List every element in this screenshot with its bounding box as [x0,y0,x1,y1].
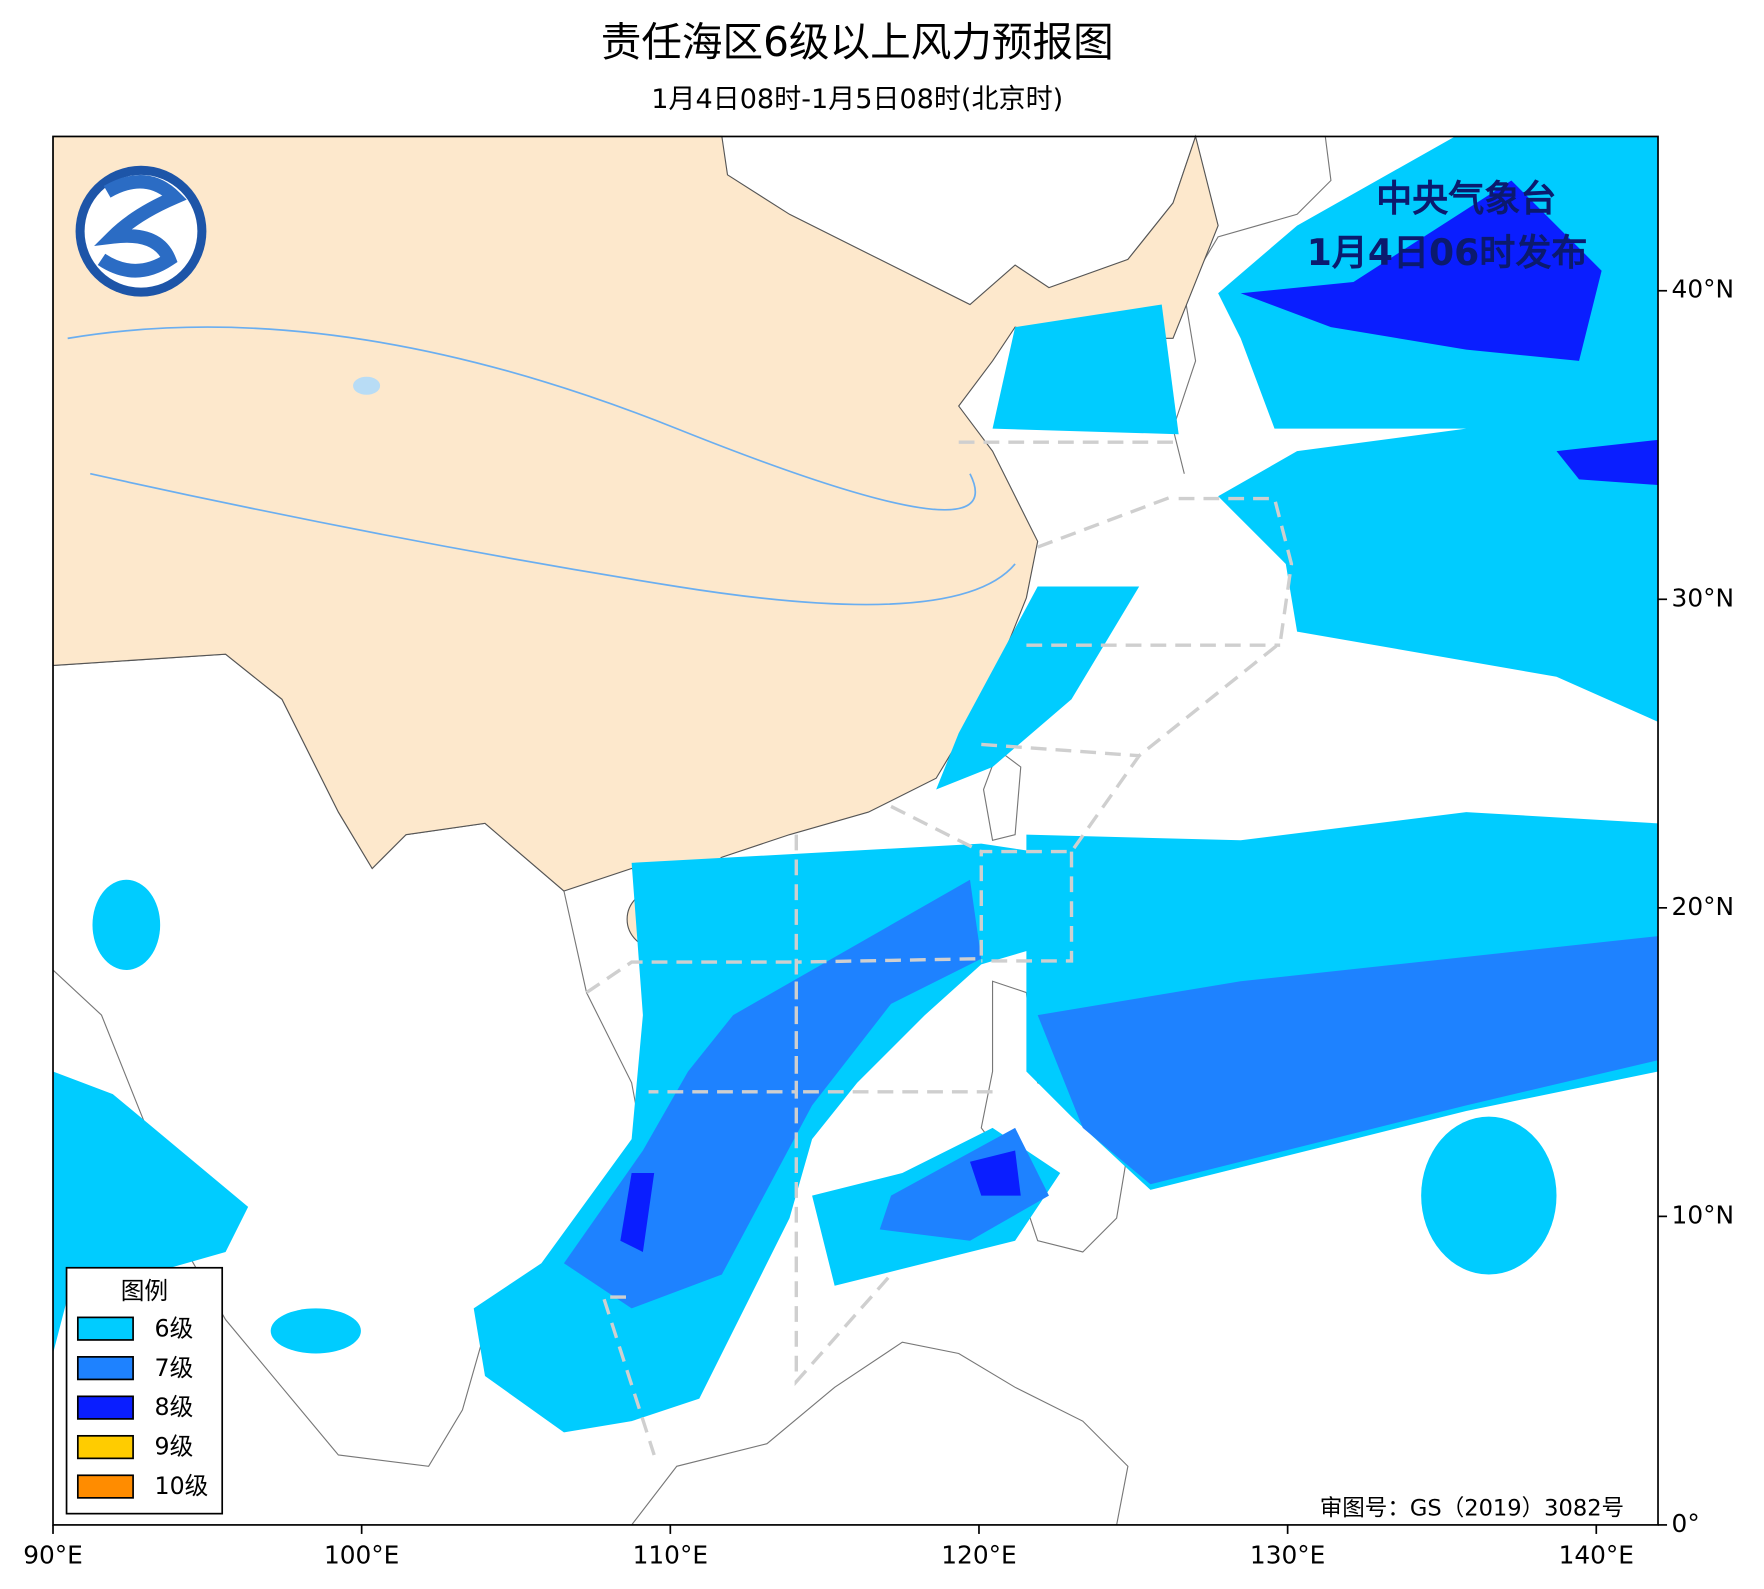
wind-area [1556,439,1659,485]
lake [353,376,381,395]
wind-area [1421,1116,1557,1275]
y-tick-label: 30°N [1672,583,1735,612]
y-tick-label: 10°N [1672,1200,1735,1229]
x-tick-label: 90°E [23,1541,83,1570]
wind-area [270,1308,361,1354]
wind-area [92,879,161,970]
legend-swatch [76,1395,134,1420]
legend-swatch [76,1474,134,1499]
y-tick-label: 20°N [1672,892,1735,921]
subtitle: 1月4日08时-1月5日08时(北京时) [651,84,1063,115]
china [52,134,1219,892]
wind-areas [53,136,1659,1433]
legend-swatch [76,1356,134,1381]
legend-swatch [76,1434,134,1460]
legend-label: 10级 [155,1472,209,1500]
legend-title: 图例 [121,1277,168,1305]
x-tick-label: 140°E [1559,1541,1634,1570]
legend-label: 8级 [155,1393,194,1421]
legend-swatch [76,1316,134,1341]
legend-label: 7级 [155,1354,194,1382]
map-frame [52,135,1659,1526]
wind-area [620,1173,655,1252]
wind-area [936,586,1140,790]
wind-area [992,304,1179,435]
wind-area [1240,180,1602,361]
issuer-name: 中央气象台 [1376,178,1556,220]
title: 责任海区6级以上风力预报图 [601,18,1114,66]
legend-box [65,1266,224,1515]
approval-number: 审图号：GS（2019）3082号 [1320,1496,1624,1522]
legend-label: 6级 [155,1314,194,1342]
legend-label: 9级 [155,1433,194,1461]
x-tick-label: 110°E [633,1541,708,1570]
logo-mark [94,174,187,278]
river [90,472,1016,606]
river [67,326,976,511]
x-tick-label: 100°E [324,1541,399,1570]
wind-area [563,879,982,1309]
map-area: 中央气象台 1月4日06时发布 审图号：GS（2019）3082号 图例 6级 7… [52,134,1659,1526]
axes: 90°E 100°E 110°E 120°E 130°E 140°E 0° 10°N 20°N 3… [23,275,1734,1570]
taiwan [982,749,1022,841]
logo [75,165,207,297]
sea-area-boundaries [585,440,1294,1456]
legend: 图例 6级 7级 8级 9级 10级 [65,1266,224,1515]
wind-area [1037,936,1659,1185]
x-tick-label: 120°E [941,1541,1016,1570]
issue-time: 1月4日06时发布 [1307,232,1588,274]
map-root: 责任海区6级以上风力预报图 1月4日08时-1月5日08时(北京时) [23,18,1734,1569]
y-tick-label: 40°N [1672,275,1735,304]
y-tick-label: 0° [1672,1509,1700,1538]
x-tick-label: 130°E [1250,1541,1325,1570]
wind-area [969,1150,1021,1196]
borneo [630,1341,1129,1526]
